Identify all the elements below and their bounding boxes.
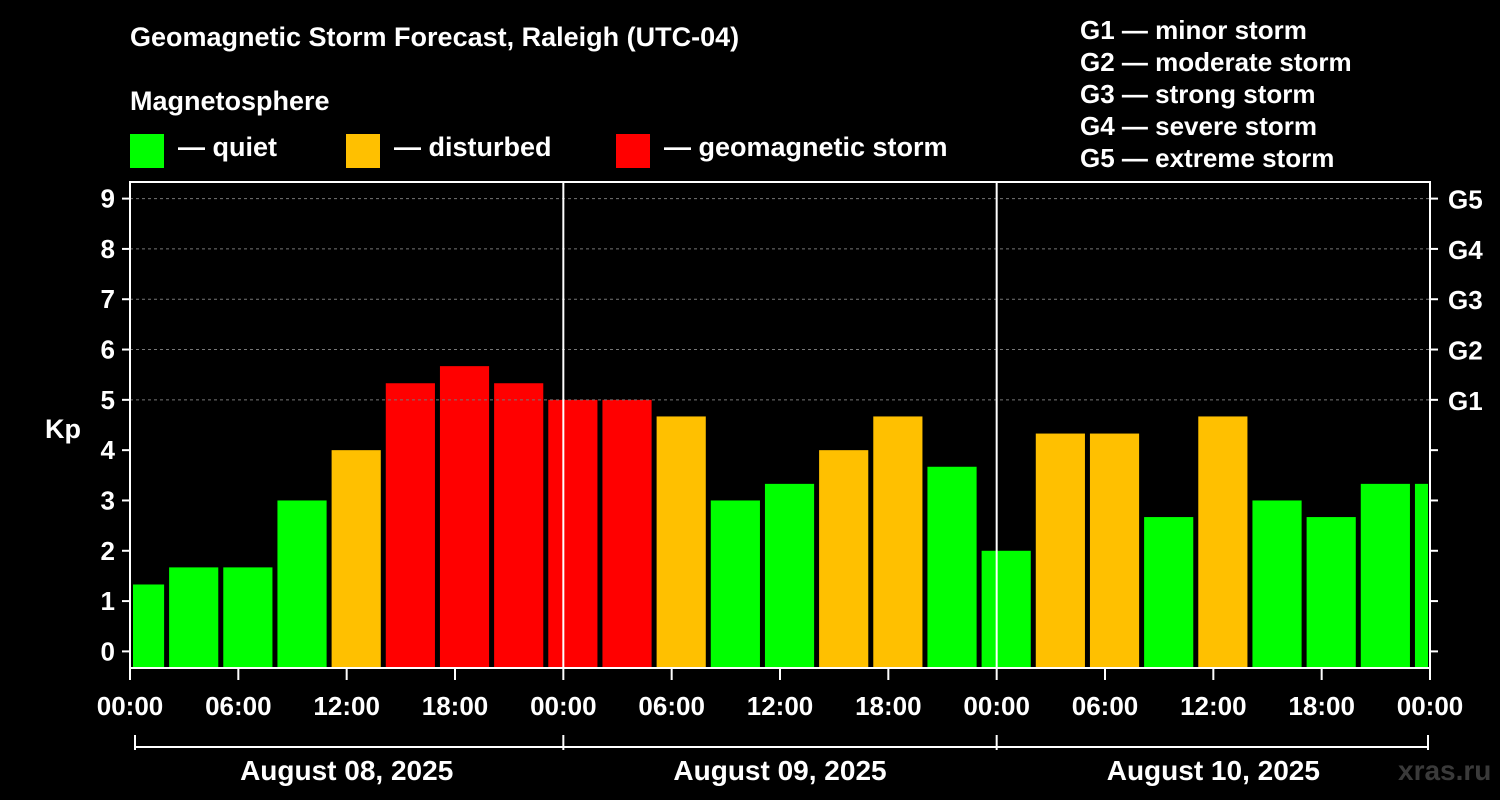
kp-bar-20 <box>1198 416 1248 668</box>
storm-level-g1: G1 — minor storm <box>1080 15 1307 45</box>
legend-swatch-quiet <box>130 134 164 168</box>
kp-bar-11 <box>710 500 760 668</box>
kp-bar-12 <box>764 483 815 668</box>
kp-bar-6 <box>439 366 490 668</box>
legend-swatch-storm <box>616 134 650 168</box>
kp-bar-21 <box>1252 500 1302 668</box>
y-tick-label-8: 8 <box>101 234 115 264</box>
legend-label-storm: — geomagnetic storm <box>664 132 948 162</box>
legend-label-disturbed: — disturbed <box>394 132 552 162</box>
x-tick-label-8: 00:00 <box>963 691 1030 721</box>
kp-bar-4 <box>331 450 381 668</box>
kp-bar-5 <box>385 383 435 668</box>
kp-bar-15 <box>927 466 977 668</box>
y-axis-label: Kp <box>45 414 81 444</box>
kp-bar-1 <box>169 567 219 668</box>
y-tick-label-5: 5 <box>101 385 115 415</box>
storm-level-g3: G3 — strong storm <box>1080 79 1316 109</box>
y-tick-label-4: 4 <box>101 435 116 465</box>
right-tick-label-g5: G5 <box>1448 185 1483 215</box>
kp-bar-19 <box>1144 517 1194 668</box>
kp-bar-7 <box>494 383 544 668</box>
day-label-2: August 10, 2025 <box>1107 755 1320 786</box>
storm-level-list: G1 — minor storm G2 — moderate storm G3 … <box>1080 14 1352 174</box>
right-tick-label-g4: G4 <box>1448 235 1483 265</box>
x-tick-label-7: 18:00 <box>855 691 922 721</box>
y-tick-label-7: 7 <box>101 284 115 314</box>
watermark: xras.ru <box>1398 755 1492 786</box>
kp-bar-18 <box>1089 433 1140 668</box>
kp-bar-8 <box>548 399 598 668</box>
y-tick-label-3: 3 <box>101 485 115 515</box>
kp-bar-10 <box>656 416 706 668</box>
chart-title: Geomagnetic Storm Forecast, Raleigh (UTC… <box>130 22 740 52</box>
storm-level-g5: G5 — extreme storm <box>1080 143 1335 173</box>
x-tick-label-6: 12:00 <box>747 691 814 721</box>
y-tick-label-1: 1 <box>101 586 115 616</box>
kp-bar-3 <box>277 500 327 668</box>
x-tick-label-10: 12:00 <box>1180 691 1247 721</box>
kp-bar-17 <box>1035 433 1085 668</box>
right-tick-label-g3: G3 <box>1448 285 1483 315</box>
x-tick-label-11: 18:00 <box>1288 691 1355 721</box>
legend-swatch-disturbed <box>346 134 380 168</box>
x-tick-label-12: 00:00 <box>1397 691 1464 721</box>
kp-bar-24 <box>1414 483 1428 668</box>
y-tick-label-2: 2 <box>101 536 115 566</box>
x-tick-label-9: 06:00 <box>1072 691 1139 721</box>
day-label-0: August 08, 2025 <box>240 755 453 786</box>
legend-label-quiet: — quiet <box>178 132 277 162</box>
x-tick-label-0: 00:00 <box>97 691 164 721</box>
right-tick-label-g1: G1 <box>1448 386 1483 416</box>
kp-bar-14 <box>873 416 923 668</box>
right-tick-label-g2: G2 <box>1448 336 1483 366</box>
x-tick-label-3: 18:00 <box>422 691 489 721</box>
x-tick-label-4: 00:00 <box>530 691 597 721</box>
x-tick-label-2: 12:00 <box>313 691 380 721</box>
kp-bar-22 <box>1306 517 1356 668</box>
y-tick-label-0: 0 <box>101 636 115 666</box>
x-tick-label-1: 06:00 <box>205 691 272 721</box>
kp-bar-16 <box>981 550 1031 668</box>
day-label-1: August 09, 2025 <box>673 755 886 786</box>
kp-bar-23 <box>1360 483 1410 668</box>
kp-bar-2 <box>223 567 273 668</box>
storm-level-g4: G4 — severe storm <box>1080 111 1318 141</box>
kp-bar-9 <box>602 399 652 668</box>
storm-level-g2: G2 — moderate storm <box>1080 47 1352 77</box>
legend-title: Magnetosphere <box>130 86 330 116</box>
kp-bar-0 <box>133 584 165 668</box>
y-tick-label-6: 6 <box>101 335 115 365</box>
kp-bar-13 <box>819 450 869 668</box>
x-tick-label-5: 06:00 <box>638 691 705 721</box>
y-tick-label-9: 9 <box>101 184 115 214</box>
